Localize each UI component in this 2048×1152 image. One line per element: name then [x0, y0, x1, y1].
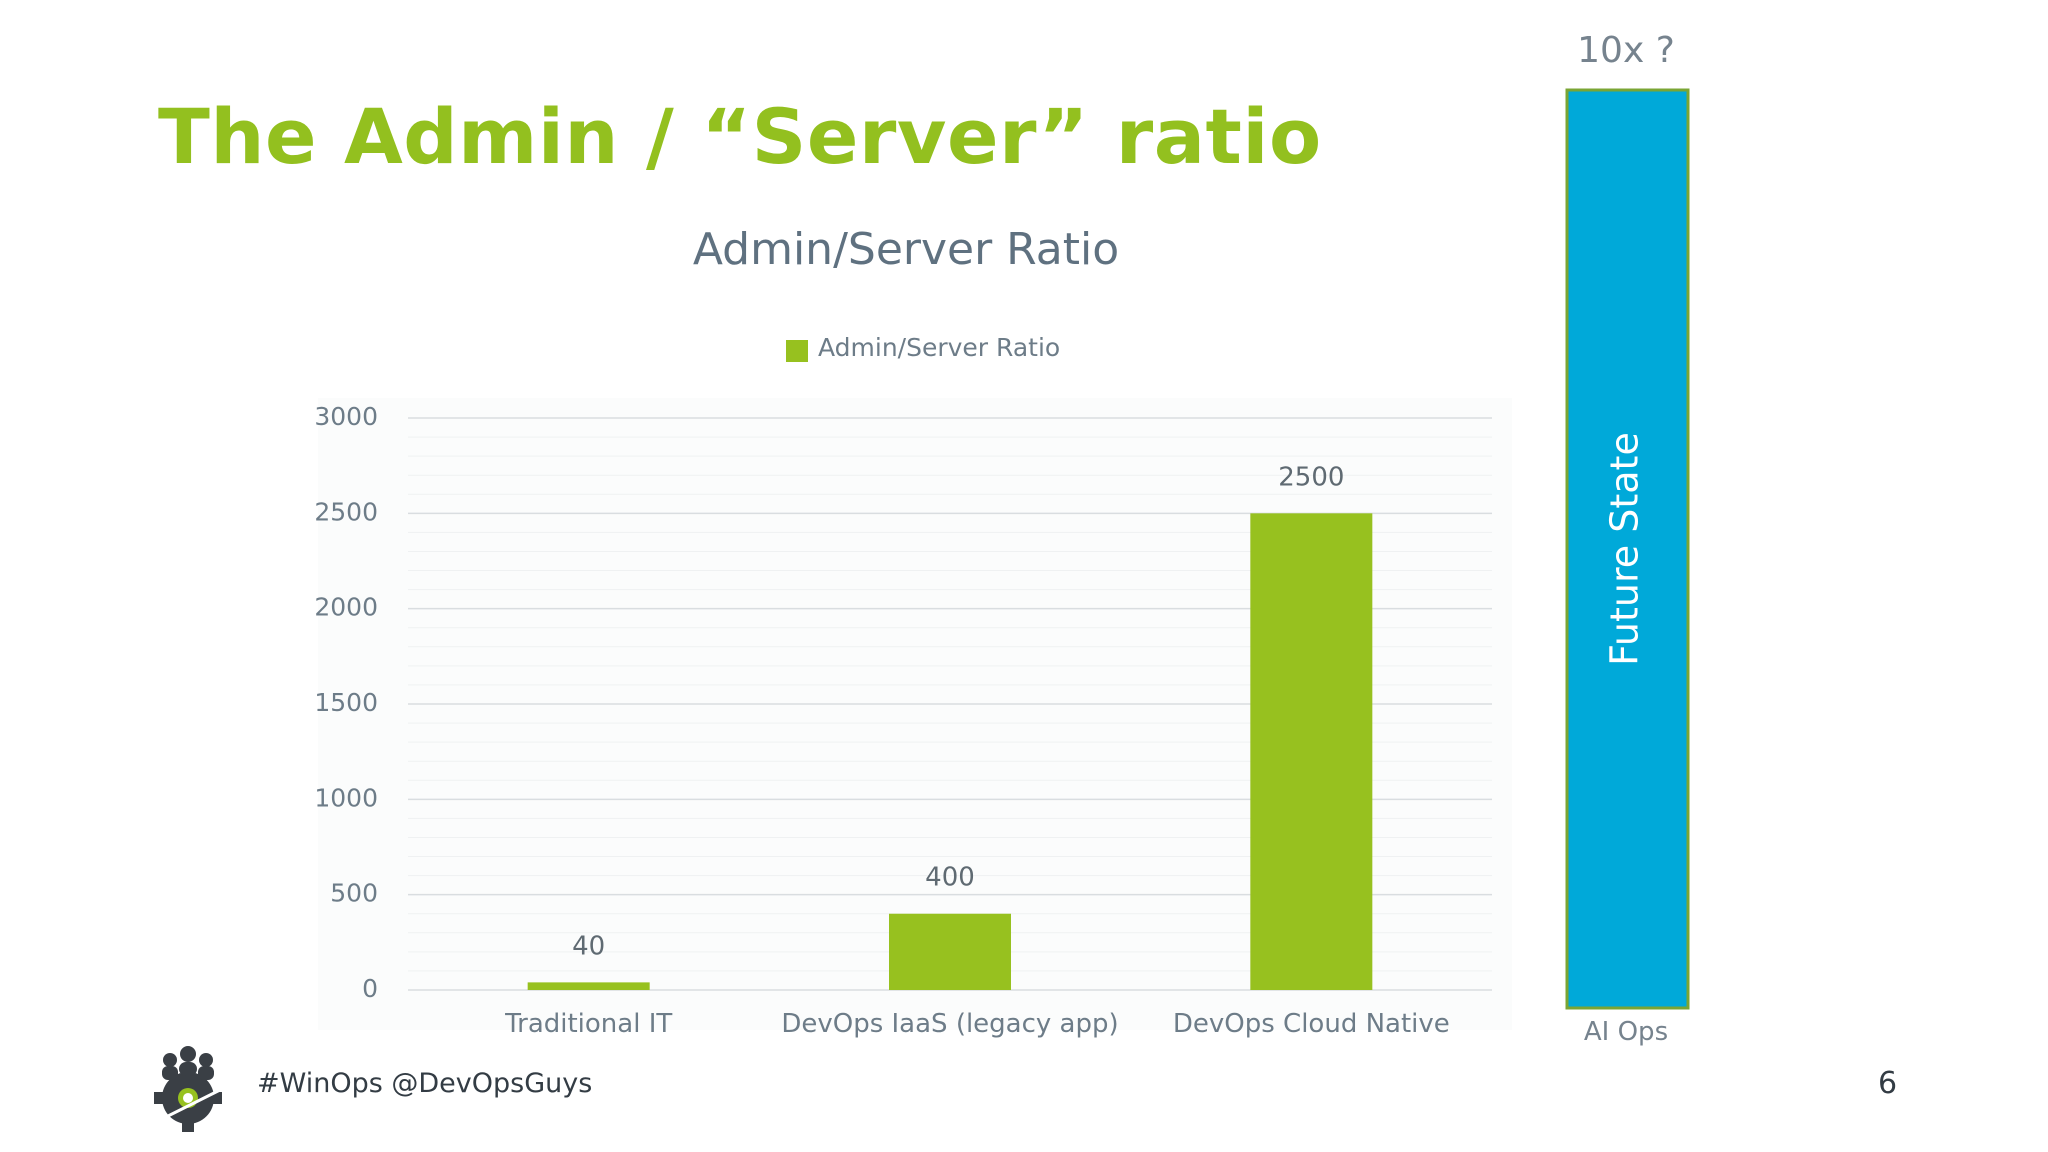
- future-state-label: Future State: [1603, 432, 1647, 666]
- page-number: 6: [1878, 1066, 1898, 1101]
- bar-data-label: 40: [572, 931, 605, 961]
- y-tick-label: 1500: [314, 688, 378, 717]
- y-tick-label: 2000: [314, 593, 378, 622]
- slide-title: The Admin / “Server” ratio: [158, 92, 1322, 181]
- bar: [889, 913, 1011, 990]
- category-label: DevOps IaaS (legacy app): [781, 1009, 1118, 1039]
- future-state-bar: [1565, 88, 1690, 1010]
- footer-hashtags: #WinOps @DevOpsGuys: [257, 1068, 593, 1099]
- category-label: Traditional IT: [504, 1009, 672, 1039]
- y-tick-label: 500: [330, 879, 378, 908]
- y-tick-label: 1000: [314, 783, 378, 812]
- y-tick-label: 2500: [314, 497, 378, 526]
- legend-label: Admin/Server Ratio: [818, 333, 1060, 362]
- y-axis-ticks: 0 500 1000 1500 2000 2500 3000: [314, 402, 378, 1003]
- bar: [1250, 513, 1373, 990]
- ai-ops-category-label: AI Ops: [1584, 1017, 1668, 1047]
- gear-people-logo-icon: [143, 1046, 233, 1132]
- bars: [527, 513, 1373, 990]
- category-label: DevOps Cloud Native: [1173, 1009, 1450, 1039]
- legend-swatch: [786, 340, 808, 362]
- y-tick-label: 3000: [314, 402, 378, 431]
- future-multiplier-label: 10x ?: [1577, 30, 1675, 71]
- bar: [527, 982, 650, 990]
- category-labels: Traditional IT DevOps IaaS (legacy app) De…: [504, 1009, 1450, 1039]
- chart-title: Admin/Server Ratio: [693, 224, 1119, 275]
- data-labels: 40 400 2500: [572, 462, 1344, 961]
- bar-data-label: 2500: [1278, 462, 1344, 492]
- y-tick-label: 0: [362, 974, 378, 1003]
- bar-data-label: 400: [925, 863, 975, 893]
